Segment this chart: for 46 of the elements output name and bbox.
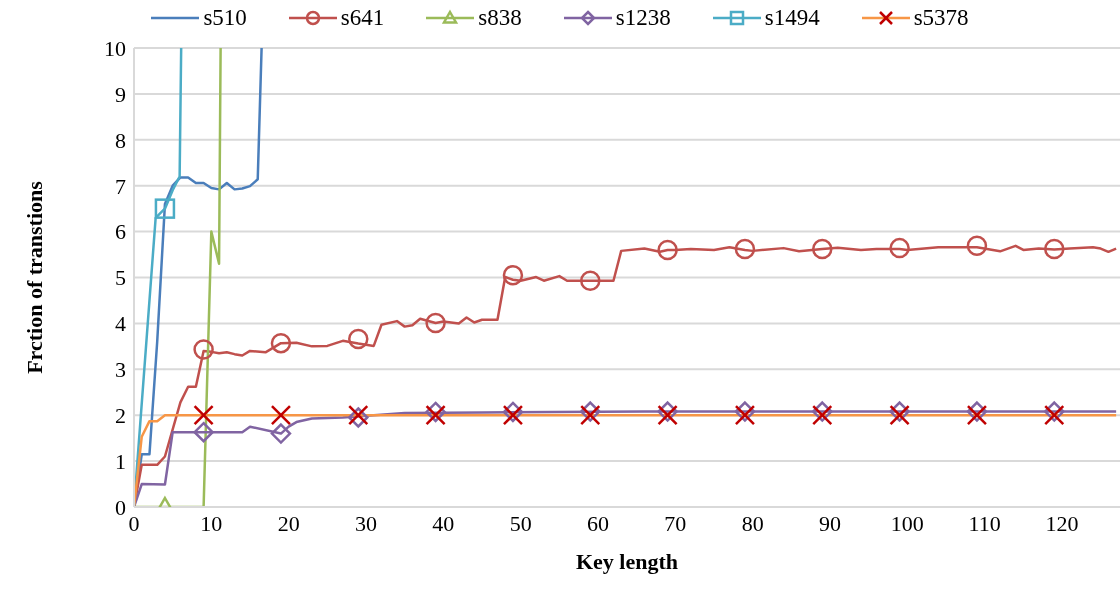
x-tick-label: 110	[968, 510, 1001, 536]
x-tick-label: 40	[432, 510, 455, 536]
x-axis-title: Key length	[575, 549, 679, 574]
y-axis-title: Frction of transtions	[21, 180, 47, 374]
point	[425, 312, 446, 334]
y-tick-label: 8	[115, 127, 126, 153]
x-tick-label: 20	[277, 510, 300, 536]
point	[193, 339, 214, 360]
point	[270, 423, 292, 444]
point	[154, 198, 176, 219]
x-tick-label: 100	[890, 510, 924, 536]
x-tick-label: 90	[819, 510, 841, 536]
y-tick-label: 4	[115, 311, 126, 337]
point	[657, 239, 678, 261]
legend-label: s838	[478, 5, 522, 31]
point	[966, 235, 988, 257]
y-tick-label: 9	[115, 81, 126, 107]
x-tick-label: 120	[1045, 510, 1079, 536]
y-tick-label: 10	[104, 35, 126, 61]
x-tick-label: 70	[664, 510, 687, 536]
y-tick-label: 3	[115, 357, 126, 383]
legend-label: s641	[340, 5, 385, 31]
point	[193, 421, 214, 443]
x-tick-label: 50	[509, 510, 532, 536]
legend-label: s1494	[764, 5, 820, 31]
y-tick-label: 1	[115, 448, 126, 474]
x-tick-label: 60	[587, 510, 609, 536]
legend-label: s510	[203, 5, 247, 31]
point	[270, 332, 292, 354]
point	[734, 238, 756, 260]
point	[502, 264, 524, 286]
point	[348, 328, 369, 350]
legend-label: s1238	[615, 5, 671, 31]
x-tick-label: 80	[741, 510, 764, 536]
y-tick-label: 6	[115, 219, 126, 245]
point	[889, 237, 910, 259]
x-tick-label: 30	[355, 510, 377, 536]
y-tick-label: 7	[115, 173, 126, 199]
y-tick-label: 5	[115, 265, 126, 291]
y-tick-label: 2	[115, 403, 126, 429]
point	[1044, 238, 1065, 260]
point	[580, 270, 601, 291]
x-tick-label: 10	[200, 510, 223, 536]
legend-label: s5378	[913, 5, 969, 31]
y-tick-label: 0	[115, 494, 126, 520]
point	[812, 238, 833, 260]
